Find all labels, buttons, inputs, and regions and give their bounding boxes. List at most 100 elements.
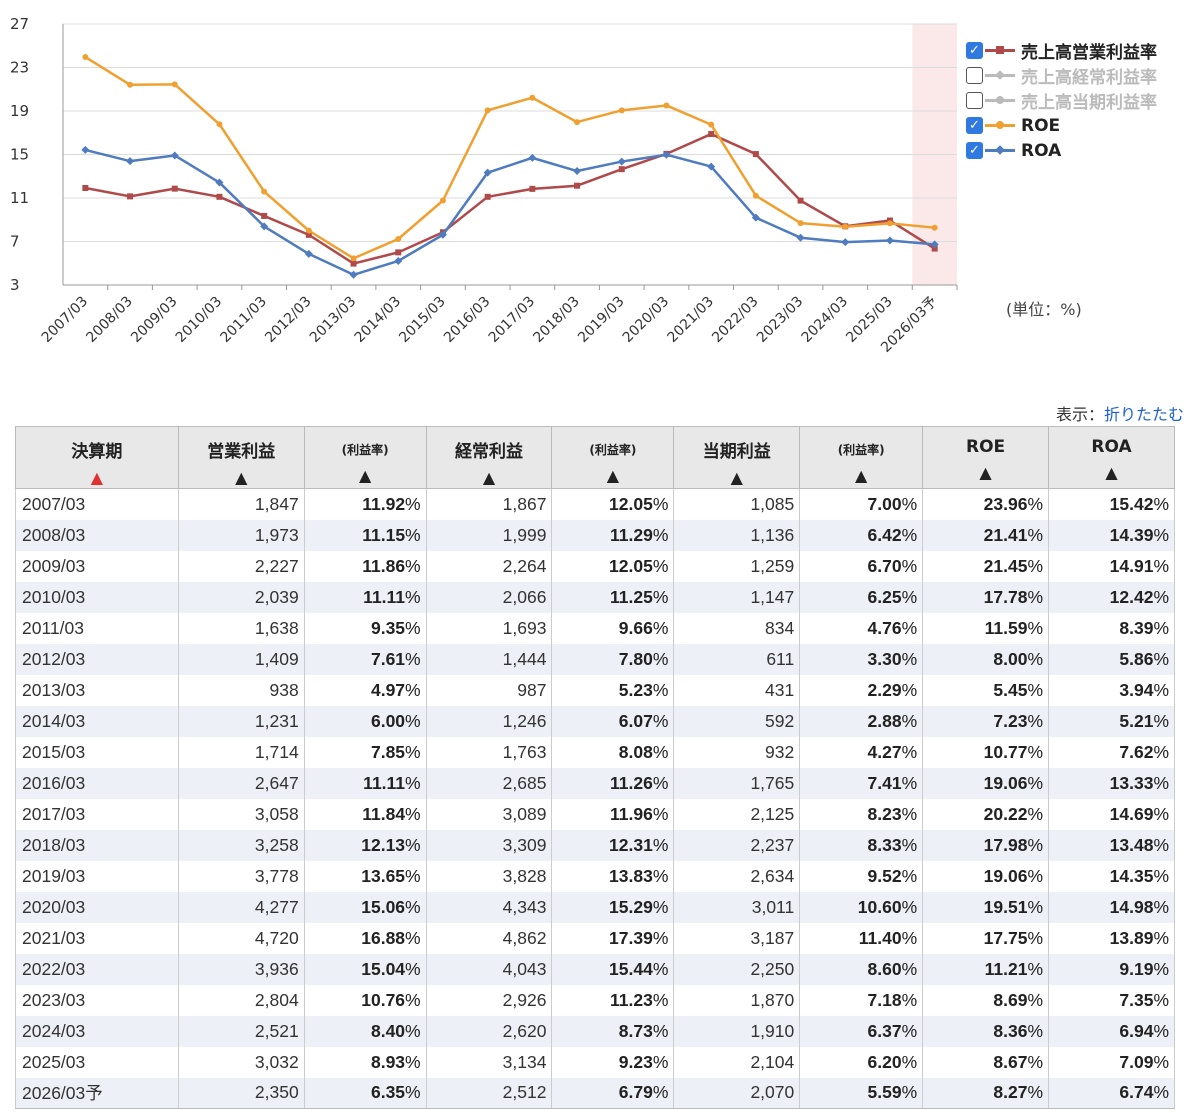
- op-margin-cell: 8.93%: [303, 1046, 427, 1078]
- op-margin-cell: 6.00%: [303, 705, 427, 737]
- sort-period[interactable]: 決算期 ▲: [15, 426, 179, 489]
- op-margin-cell: 7.85%: [303, 736, 427, 768]
- period-cell: 2010/03: [15, 581, 179, 613]
- x-tick-label: 2007/03: [39, 294, 91, 346]
- roe-cell: 20.22%: [922, 798, 1050, 830]
- op-margin-cell: 6.35%: [303, 1077, 427, 1109]
- data-point: [82, 54, 89, 61]
- data-point: [797, 220, 804, 227]
- roa-cell: 14.98%: [1048, 891, 1175, 923]
- sort-net-profit[interactable]: 当期利益 ▲: [673, 426, 801, 489]
- data-point: [127, 193, 134, 200]
- ord-profit-cell: 1,444: [425, 643, 553, 675]
- table-row: 2007/03 1,847 11.92% 1,867 12.05% 1,085 7.00% 2…: [15, 488, 1175, 520]
- sort-icon: ▲: [482, 468, 496, 487]
- y-tick-label: 15: [10, 146, 29, 164]
- net-profit-cell: 1,085: [673, 488, 801, 520]
- ord-profit-cell: 1,999: [425, 519, 553, 551]
- sort-ord-profit[interactable]: 経常利益 ▲: [425, 426, 553, 489]
- sort-icon: ▲: [235, 468, 248, 487]
- chart-area: 3 7 11 15 19 23 27 2007/03 2008/03 2009/03 2010/03…: [0, 0, 1200, 392]
- roa-cell: 3.94%: [1048, 674, 1175, 706]
- sort-roe[interactable]: ROE ▲: [922, 426, 1050, 489]
- roa-cell: 5.86%: [1048, 643, 1175, 675]
- legend-item[interactable]: 売上高経常利益率: [966, 63, 1157, 88]
- ord-margin-cell: 12.31%: [551, 829, 675, 861]
- op-profit-cell: 2,350: [177, 1077, 305, 1109]
- op-margin-cell: 16.88%: [303, 922, 427, 954]
- roa-cell: 12.42%: [1048, 581, 1175, 613]
- period-cell: 2013/03: [15, 674, 179, 706]
- x-tick-label: 2019/03: [575, 294, 627, 346]
- data-point: [171, 81, 178, 88]
- data-point: [707, 162, 716, 171]
- net-margin-cell: 7.00%: [799, 488, 924, 520]
- op-profit-cell: 3,778: [177, 860, 305, 892]
- net-profit-cell: 1,765: [673, 767, 801, 799]
- checkbox-unchecked-icon[interactable]: [966, 92, 983, 109]
- period-cell: 2023/03: [15, 984, 179, 1016]
- op-margin-cell: 11.92%: [303, 488, 427, 520]
- sort-op-margin[interactable]: (利益率) ▲: [303, 426, 427, 489]
- data-point: [708, 121, 715, 128]
- data-point: [796, 233, 805, 242]
- x-tick-label: 2015/03: [396, 294, 448, 346]
- ord-margin-cell: 11.29%: [551, 519, 675, 551]
- legend-item[interactable]: ✓ 売上高営業利益率: [966, 38, 1157, 63]
- data-point: [350, 255, 357, 262]
- net-profit-cell: 2,104: [673, 1046, 801, 1078]
- ord-profit-cell: 4,043: [425, 953, 553, 985]
- data-point: [261, 212, 268, 219]
- net-margin-cell: 4.76%: [799, 612, 924, 644]
- sort-net-margin[interactable]: (利益率) ▲: [799, 426, 924, 489]
- net-margin-cell: 4.27%: [799, 736, 924, 768]
- ord-profit-cell: 2,066: [425, 581, 553, 613]
- data-point: [484, 193, 491, 200]
- data-point: [573, 167, 582, 176]
- checkbox-checked-icon[interactable]: ✓: [966, 42, 983, 59]
- roe-cell: 8.36%: [922, 1015, 1050, 1047]
- sort-op-profit[interactable]: 営業利益 ▲: [177, 426, 305, 489]
- net-profit-cell: 3,187: [673, 922, 801, 954]
- roe-cell: 5.45%: [922, 674, 1050, 706]
- data-point: [305, 227, 312, 234]
- legend-item[interactable]: ✓ ROE: [966, 113, 1157, 138]
- display-toggle: 表示：折りたたむ: [1056, 401, 1184, 425]
- data-point: [618, 166, 625, 173]
- roe-cell: 8.27%: [922, 1077, 1050, 1109]
- x-tick-label: 2020/03: [620, 294, 672, 346]
- data-point: [439, 197, 446, 204]
- ord-profit-cell: 1,693: [425, 612, 553, 644]
- checkbox-checked-icon[interactable]: ✓: [966, 117, 983, 134]
- sort-ord-margin[interactable]: (利益率) ▲: [551, 426, 675, 489]
- x-tick-label: 2017/03: [486, 294, 538, 346]
- checkbox-unchecked-icon[interactable]: [966, 67, 983, 84]
- sort-icon: ▲: [1105, 463, 1118, 482]
- legend-item[interactable]: 売上高当期利益率: [966, 88, 1157, 113]
- ord-margin-cell: 15.29%: [551, 891, 675, 923]
- op-margin-cell: 13.65%: [303, 860, 427, 892]
- op-profit-cell: 4,277: [177, 891, 305, 923]
- checkbox-checked-icon[interactable]: ✓: [966, 142, 983, 159]
- op-profit-cell: 2,647: [177, 767, 305, 799]
- sort-roa[interactable]: ROA ▲: [1048, 426, 1175, 489]
- legend-item[interactable]: ✓ ROA: [966, 138, 1157, 163]
- ord-margin-cell: 11.96%: [551, 798, 675, 830]
- y-tick-label: 11: [10, 189, 29, 207]
- table-row: 2024/03 2,521 8.40% 2,620 8.73% 1,910 6.37% 8.3…: [15, 1015, 1175, 1047]
- roa-cell: 8.39%: [1048, 612, 1175, 644]
- roe-cell: 11.21%: [922, 953, 1050, 985]
- collapse-link[interactable]: 折りたたむ: [1103, 405, 1184, 424]
- op-profit-cell: 4,720: [177, 922, 305, 954]
- x-tick-label: 2014/03: [352, 294, 404, 346]
- sort-icon: ▲: [855, 466, 868, 485]
- chart-legend: ✓ 売上高営業利益率売上高経常利益率 売上高当期利益率 ✓ ROE ✓ ROA: [966, 38, 1157, 163]
- x-tick-label: 2021/03: [665, 294, 717, 346]
- data-point: [170, 151, 179, 160]
- legend-label: 売上高経常利益率: [1021, 68, 1157, 88]
- data-point: [528, 153, 537, 162]
- table-row: 2020/03 4,277 15.06% 4,343 15.29% 3,011 10.60%…: [15, 891, 1175, 923]
- op-margin-cell: 9.35%: [303, 612, 427, 644]
- x-tick-label: 2023/03: [754, 294, 806, 346]
- x-tick-label: 2024/03: [799, 294, 851, 346]
